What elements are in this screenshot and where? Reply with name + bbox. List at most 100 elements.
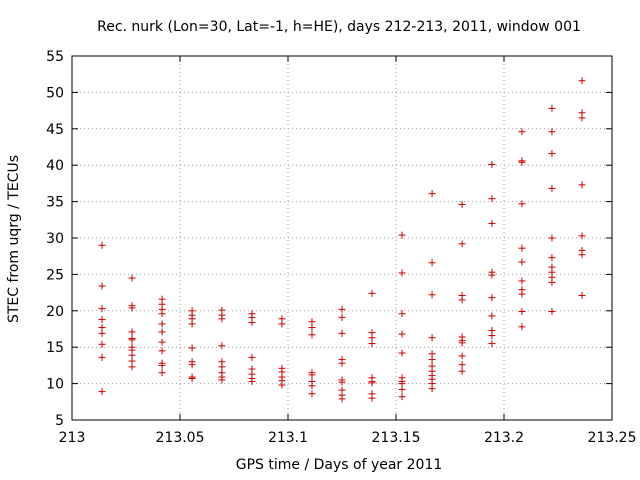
data-point (488, 271, 496, 279)
data-point (368, 289, 376, 297)
data-point (578, 114, 586, 122)
x-tick-label: 213.05 (156, 430, 205, 446)
data-point (338, 305, 346, 313)
y-tick-label: 15 (46, 340, 64, 356)
data-point (218, 376, 226, 384)
data-point (248, 318, 256, 326)
data-point (518, 277, 526, 285)
data-point (98, 340, 106, 348)
data-point (338, 313, 346, 321)
data-point (308, 371, 316, 379)
data-point (98, 388, 106, 396)
data-point (488, 195, 496, 203)
data-point (98, 316, 106, 324)
x-axis-label: GPS time / Days of year 2011 (236, 457, 443, 473)
data-point (458, 201, 466, 209)
y-tick-label: 25 (46, 267, 64, 283)
data-point (548, 308, 556, 316)
data-point (488, 312, 496, 320)
data-point (368, 379, 376, 387)
data-point (578, 251, 586, 259)
data-point (98, 282, 106, 290)
data-point (248, 353, 256, 361)
data-point (578, 232, 586, 240)
data-point (308, 382, 316, 390)
data-point (578, 77, 586, 85)
data-point (458, 296, 466, 304)
data-point (488, 332, 496, 340)
data-point (158, 310, 166, 318)
data-point (128, 274, 136, 282)
data-point (458, 367, 466, 375)
y-tick-labels: 5 10 15 20 25 30 35 40 45 50 55 (46, 49, 64, 429)
data-point (98, 305, 106, 313)
data-point (428, 385, 436, 393)
y-axis-label: STEC from uqrg / TECUs (6, 155, 22, 323)
data-point (518, 200, 526, 208)
data-point (548, 184, 556, 192)
data-point (158, 320, 166, 328)
data-point (338, 329, 346, 337)
axis-ticks (71, 55, 613, 421)
data-point (548, 234, 556, 242)
x-tick-label: 213.25 (588, 430, 637, 446)
x-tick-label: 213 (59, 430, 86, 446)
data-point (458, 361, 466, 369)
y-tick-label: 50 (46, 85, 64, 101)
data-point (188, 320, 196, 328)
y-tick-label: 45 (46, 122, 64, 138)
data-point (308, 324, 316, 332)
data-point (518, 308, 526, 316)
data-point (98, 353, 106, 361)
y-tick-label: 30 (46, 231, 64, 247)
data-point (398, 393, 406, 401)
data-point (518, 158, 526, 166)
data-point (158, 328, 166, 336)
data-point (188, 375, 196, 383)
data-point (128, 304, 136, 312)
data-point (488, 160, 496, 168)
data-point (488, 219, 496, 227)
data-point (398, 385, 406, 393)
x-tick-label: 213.1 (268, 430, 308, 446)
data-point (428, 356, 436, 364)
data-point (188, 344, 196, 352)
data-point (428, 291, 436, 299)
x-tick-label: 213.2 (484, 430, 524, 446)
data-point (428, 259, 436, 267)
data-point (128, 336, 136, 344)
data-point (428, 190, 436, 198)
data-point (548, 254, 556, 262)
x-tick-label: 213.15 (372, 430, 421, 446)
data-point (548, 150, 556, 158)
data-point (548, 104, 556, 112)
grid-lines (72, 56, 612, 420)
data-point (128, 328, 136, 336)
data-points (98, 77, 586, 403)
data-point (158, 361, 166, 369)
data-point (428, 334, 436, 342)
data-point (398, 310, 406, 318)
data-point (218, 315, 226, 323)
data-point (278, 320, 286, 328)
data-point (368, 394, 376, 402)
data-point (458, 339, 466, 347)
data-point (188, 361, 196, 369)
y-tick-label: 5 (55, 413, 64, 429)
data-point (308, 331, 316, 339)
data-point (98, 241, 106, 249)
data-point (128, 363, 136, 371)
data-point (398, 349, 406, 357)
data-point (488, 294, 496, 302)
data-point (548, 278, 556, 286)
data-point (458, 240, 466, 248)
data-point (158, 347, 166, 355)
data-point (458, 352, 466, 360)
data-point (338, 395, 346, 403)
data-point (488, 340, 496, 348)
data-point (278, 381, 286, 389)
data-point (338, 359, 346, 367)
y-tick-label: 55 (46, 49, 64, 65)
data-point (398, 269, 406, 277)
